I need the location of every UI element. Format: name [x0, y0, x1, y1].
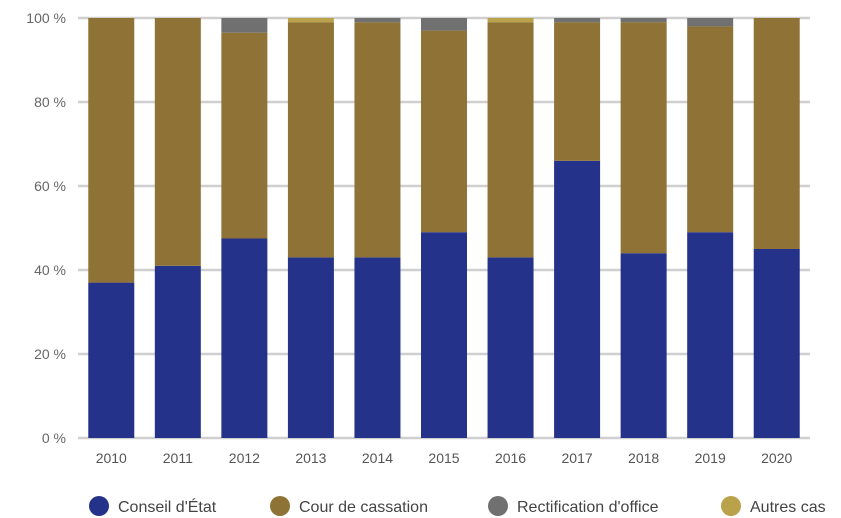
- bar-segment: [687, 26, 734, 233]
- x-tick-label: 2020: [761, 450, 792, 466]
- legend-label: Autres cas: [750, 499, 826, 516]
- y-tick-label: 60 %: [34, 178, 66, 194]
- bar-segment: [287, 257, 334, 438]
- x-tick-label: 2013: [295, 450, 326, 466]
- bar-segment: [421, 30, 467, 233]
- y-axis: 0 % 20 % 40 % 60 % 80 % 100 %: [26, 10, 66, 446]
- bar-segment: [221, 238, 268, 438]
- bar-segment: [154, 265, 201, 438]
- x-tick-label: 2017: [562, 450, 593, 466]
- legend-label: Rectification d'office: [517, 499, 659, 516]
- bar-segment: [487, 18, 534, 23]
- y-tick-label: 100 %: [26, 10, 66, 26]
- bar-segment: [687, 18, 734, 27]
- bar-segment: [687, 232, 734, 438]
- y-tick-label: 0 %: [42, 430, 66, 446]
- bar-segment: [620, 18, 667, 23]
- bar-segment: [287, 18, 334, 23]
- x-tick-label: 2012: [229, 450, 260, 466]
- bar-segment: [221, 18, 268, 33]
- bar-segment: [554, 18, 601, 23]
- bar-segment: [554, 160, 601, 439]
- legend: Conseil d'État Cour de cassation Rectifica…: [89, 496, 826, 516]
- legend-swatch: [721, 496, 741, 516]
- y-tick-label: 20 %: [34, 346, 66, 362]
- bar-segment: [620, 253, 667, 438]
- x-tick-label: 2014: [362, 450, 393, 466]
- bar-segment: [354, 18, 401, 23]
- bar-segment: [287, 22, 334, 258]
- bar-segment: [753, 18, 800, 249]
- y-tick-label: 80 %: [34, 94, 66, 110]
- x-tick-label: 2011: [163, 450, 193, 466]
- bar-segment: [421, 18, 467, 31]
- bar-segment: [487, 22, 534, 258]
- bar-segment: [221, 32, 268, 239]
- x-tick-label: 2010: [96, 450, 127, 466]
- x-axis: 2010 2011 2012 2013 2014 2015 2016 2017 2018 2019…: [96, 450, 793, 466]
- bar-segment: [354, 257, 401, 438]
- x-tick-label: 2015: [428, 450, 459, 466]
- x-tick-label: 2018: [628, 450, 659, 466]
- bar-segment: [88, 282, 135, 438]
- x-tick-label: 2019: [695, 450, 726, 466]
- bar-segment: [620, 22, 667, 254]
- y-tick-label: 40 %: [34, 262, 66, 278]
- legend-swatch: [89, 496, 109, 516]
- x-tick-label: 2016: [495, 450, 526, 466]
- bar-segment: [88, 18, 135, 283]
- legend-label: Cour de cassation: [299, 499, 428, 516]
- bar-segment: [554, 22, 601, 161]
- bar-segment: [421, 232, 467, 438]
- bar-segment: [154, 18, 201, 266]
- legend-label: Conseil d'État: [118, 497, 217, 516]
- bar-segment: [753, 249, 800, 438]
- legend-swatch: [270, 496, 290, 516]
- legend-swatch: [488, 496, 508, 516]
- bars: [88, 18, 800, 439]
- bar-segment: [487, 257, 534, 438]
- bar-segment: [354, 22, 401, 258]
